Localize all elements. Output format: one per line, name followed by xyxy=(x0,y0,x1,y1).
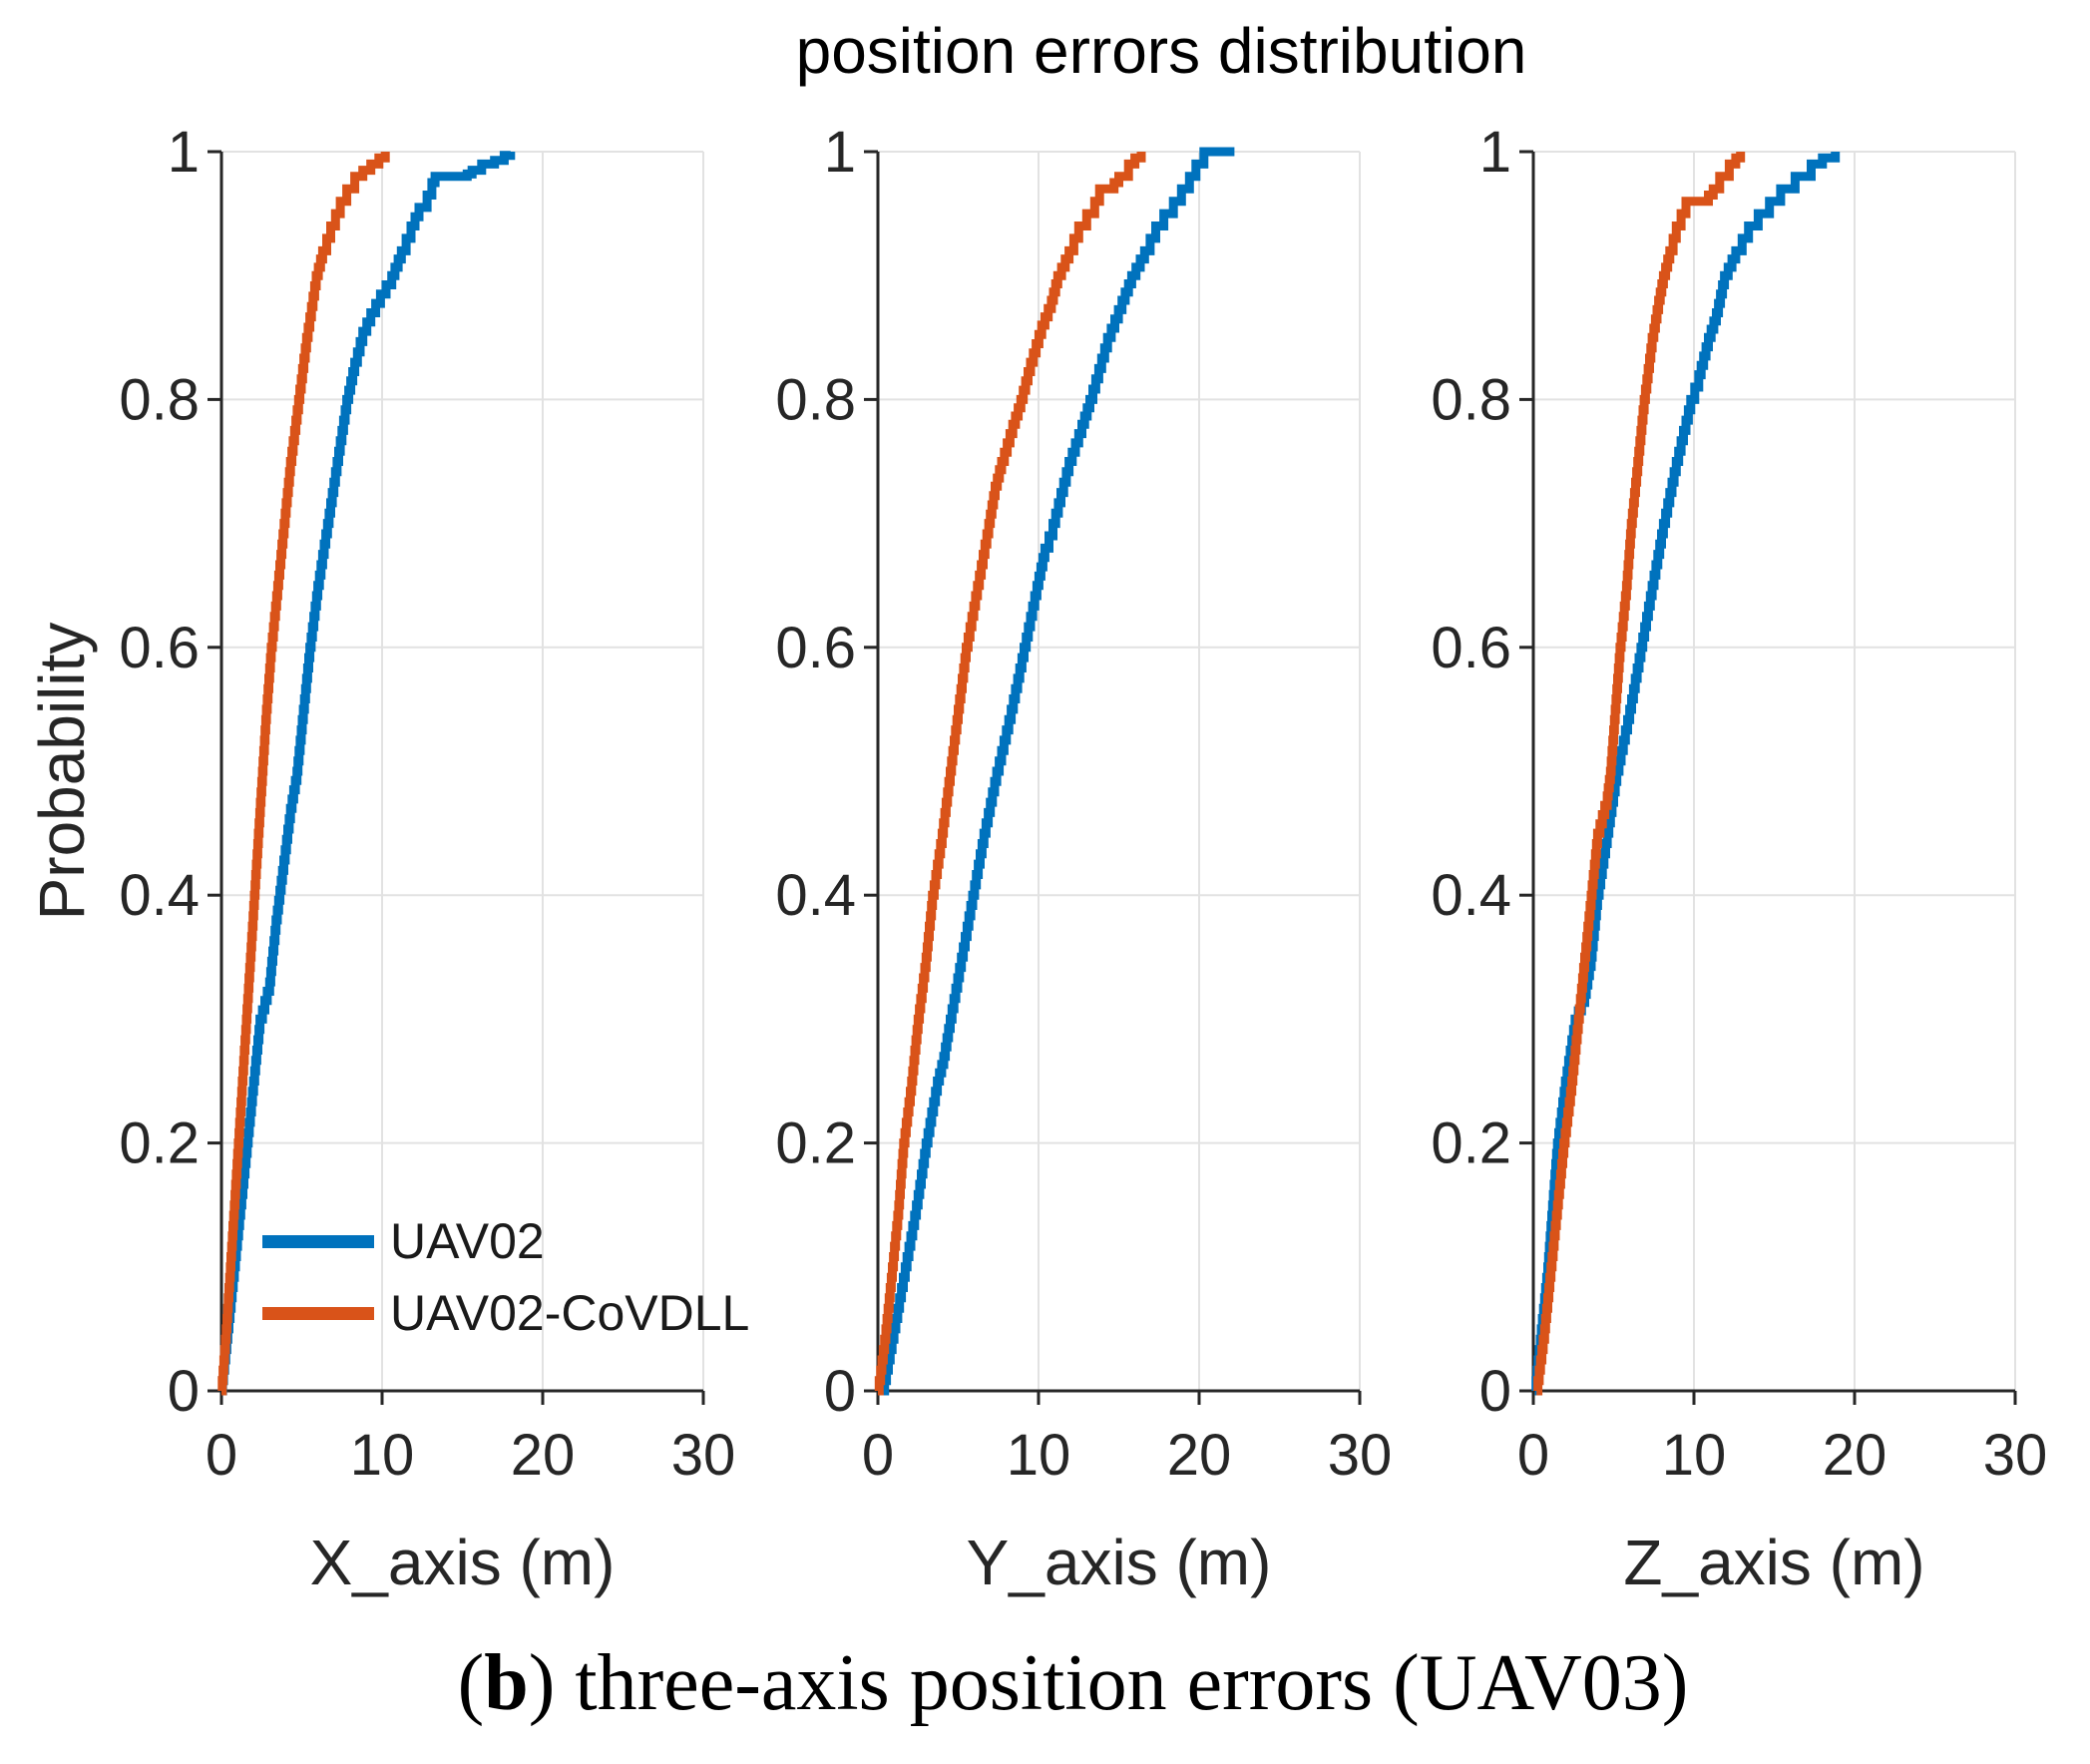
cdf-curve-uav02 xyxy=(880,147,1235,1396)
cdf-curve-uav02-covdll xyxy=(1533,152,1746,1396)
y-tick-label: 1 xyxy=(1479,120,1511,185)
legend-item-uav02-covdll: UAV02-CoVDLL xyxy=(262,1281,749,1345)
y-tick-label: 1 xyxy=(824,120,856,185)
x-tick-label: 10 xyxy=(350,1423,415,1488)
x-tick-label: 10 xyxy=(1662,1423,1727,1488)
y-tick-label: 1 xyxy=(168,120,200,185)
x-axis-title: Y_axis (m) xyxy=(967,1527,1272,1598)
cdf-curve-uav02-covdll xyxy=(217,152,390,1396)
caption-marker: b xyxy=(484,1639,529,1727)
y-tick-label: 0.8 xyxy=(775,367,856,432)
y-tick-label: 0 xyxy=(1479,1359,1511,1424)
x-tick-label: 0 xyxy=(862,1423,894,1488)
x-tick-label: 0 xyxy=(206,1423,237,1488)
x-tick-label: 10 xyxy=(1007,1423,1071,1488)
y-tick-label: 0.8 xyxy=(119,367,200,432)
x-tick-label: 0 xyxy=(1517,1423,1549,1488)
y-tick-label: 0.4 xyxy=(119,863,200,928)
chart-title: position errors distribution xyxy=(795,15,1527,87)
y-tick-label: 0.4 xyxy=(775,863,856,928)
legend: UAV02 UAV02-CoVDLL xyxy=(262,1209,749,1353)
y-tick-label: 0.2 xyxy=(775,1111,856,1176)
y-tick-label: 0.6 xyxy=(119,616,200,680)
y-tick-label: 0.6 xyxy=(1431,616,1511,680)
x-axis-title: X_axis (m) xyxy=(310,1527,616,1598)
y-tick-label: 0.6 xyxy=(775,616,856,680)
caption-open: ( xyxy=(457,1639,485,1727)
y-tick-label: 0.2 xyxy=(119,1111,200,1176)
cdf-curve-uav02 xyxy=(1531,152,1841,1396)
y-tick-label: 0 xyxy=(824,1359,856,1424)
x-tick-label: 30 xyxy=(1328,1423,1393,1488)
x-axis-title: Z_axis (m) xyxy=(1623,1527,1924,1598)
y-tick-label: 0.8 xyxy=(1431,367,1511,432)
x-tick-label: 20 xyxy=(1823,1423,1887,1488)
y-tick-label: 0.4 xyxy=(1431,863,1511,928)
legend-label: UAV02 xyxy=(390,1213,545,1269)
x-tick-label: 30 xyxy=(1983,1423,2048,1488)
x-tick-label: 20 xyxy=(511,1423,576,1488)
legend-swatch-uav02 xyxy=(262,1234,374,1248)
cdf-curve-uav02 xyxy=(217,151,516,1396)
caption-text: ) three-axis position errors (UAV03) xyxy=(528,1639,1689,1727)
legend-swatch-uav02-covdll xyxy=(262,1306,374,1320)
x-tick-label: 20 xyxy=(1167,1423,1232,1488)
x-tick-label: 30 xyxy=(671,1423,736,1488)
cdf-curve-uav02-covdll xyxy=(874,152,1146,1396)
y-tick-label: 0 xyxy=(168,1359,200,1424)
figure-caption: (b) three-axis position errors (UAV03) xyxy=(458,1638,1689,1729)
legend-label: UAV02-CoVDLL xyxy=(390,1285,750,1341)
legend-item-uav02: UAV02 xyxy=(262,1209,749,1273)
y-tick-label: 0.2 xyxy=(1431,1111,1511,1176)
